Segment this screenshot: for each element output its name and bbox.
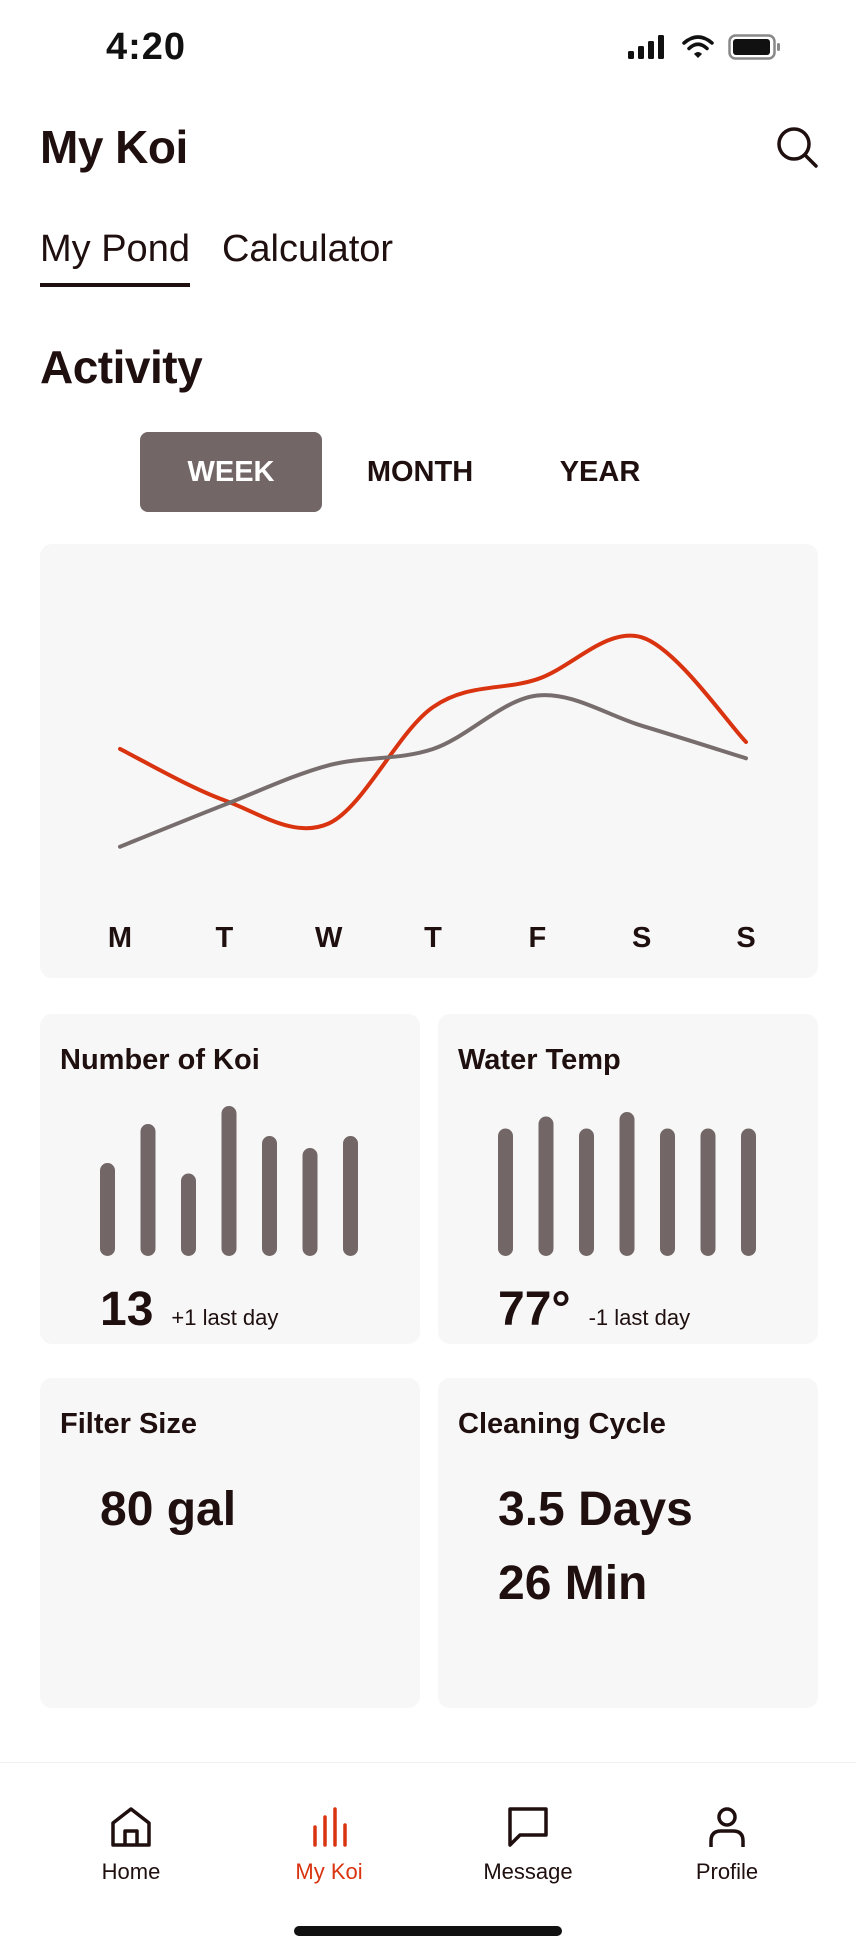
bar <box>140 1124 156 1256</box>
battery-icon <box>728 34 780 60</box>
nav-message[interactable]: Message <box>458 1803 598 1885</box>
nav-profile-label: Profile <box>695 1859 759 1884</box>
status-bar: 4:20 <box>0 0 856 100</box>
cleaning-cycle-days: 3.5 Days <box>498 1483 693 1536</box>
koi-count-value-row: 13 +1 last day <box>100 1282 278 1337</box>
search-icon <box>777 127 818 168</box>
tab-bar: My Pond Calculator <box>40 228 393 287</box>
nav-my-koi-label: My Koi <box>295 1859 363 1884</box>
home-indicator <box>294 1926 562 1936</box>
wifi-icon <box>682 35 714 58</box>
bar <box>498 1128 513 1256</box>
filter-size-card[interactable]: Filter Size 80 gal <box>40 1378 420 1708</box>
bar <box>660 1128 675 1256</box>
series-line-1 <box>118 633 748 831</box>
search-button[interactable] <box>774 124 820 170</box>
bar <box>700 1128 716 1256</box>
bar <box>579 1128 594 1256</box>
water-temp-card[interactable]: Water Temp 77° -1 last day <box>438 1014 818 1344</box>
bar <box>619 1112 635 1256</box>
x-tick-label: M <box>107 922 133 954</box>
bar <box>741 1128 756 1256</box>
nav-my-koi[interactable]: My Koi <box>259 1803 399 1885</box>
activity-line-chart <box>118 633 748 849</box>
home-icon <box>111 1807 151 1847</box>
koi-count-delta: +1 last day <box>171 1305 279 1330</box>
cleaning-cycle-minutes: 26 Min <box>498 1557 648 1610</box>
koi-count-bars <box>100 1106 358 1256</box>
koi-count-title: Number of Koi <box>60 1044 260 1076</box>
header: My Koi <box>40 120 820 180</box>
nav-message-label: Message <box>483 1859 573 1884</box>
filter-size-title: Filter Size <box>60 1408 197 1440</box>
water-temp-delta: -1 last day <box>588 1305 691 1330</box>
signal-icon <box>628 35 664 59</box>
tab-calculator[interactable]: Calculator <box>221 228 394 270</box>
range-month-button[interactable]: MONTH <box>366 455 474 488</box>
bar <box>262 1136 277 1256</box>
x-tick-label: W <box>314 922 343 954</box>
nav-home-label: Home <box>101 1859 161 1884</box>
range-selector: WEEK MONTH YEAR <box>140 432 700 512</box>
bar <box>343 1136 358 1256</box>
range-week-button[interactable]: WEEK <box>140 432 322 512</box>
x-tick-label: T <box>215 922 234 954</box>
cleaning-cycle-card[interactable]: Cleaning Cycle 3.5 Days 26 Min <box>438 1378 818 1708</box>
water-temp-value-row: 77° -1 last day <box>498 1282 690 1337</box>
x-tick-label: T <box>424 922 442 954</box>
series-line-2 <box>118 693 748 849</box>
bar <box>221 1106 237 1256</box>
profile-icon <box>709 1807 745 1847</box>
bar-chart-icon <box>313 1807 347 1847</box>
nav-profile[interactable]: Profile <box>657 1803 797 1885</box>
cleaning-cycle-title: Cleaning Cycle <box>458 1408 666 1440</box>
page-title: My Koi <box>40 121 188 173</box>
status-time: 4:20 <box>106 26 187 68</box>
x-tick-label: S <box>736 922 756 954</box>
filter-size-value: 80 gal <box>100 1483 237 1536</box>
water-temp-bars <box>498 1112 756 1256</box>
water-temp-value: 77° <box>498 1283 571 1336</box>
koi-count-value: 13 <box>100 1283 154 1336</box>
bar <box>100 1163 115 1256</box>
message-icon <box>508 1807 548 1847</box>
status-icons <box>628 34 782 60</box>
range-year-button[interactable]: YEAR <box>559 455 641 488</box>
x-tick-label: F <box>528 922 547 954</box>
activity-title: Activity <box>40 341 203 393</box>
bar <box>181 1173 196 1256</box>
water-temp-title: Water Temp <box>458 1044 621 1076</box>
x-tick-label: S <box>631 922 652 954</box>
koi-count-card[interactable]: Number of Koi 13 +1 last day <box>40 1014 420 1344</box>
bottom-nav: Home My Koi Message Profile <box>0 1762 856 1950</box>
bar <box>538 1116 554 1256</box>
nav-home[interactable]: Home <box>61 1803 201 1885</box>
bar <box>302 1148 318 1256</box>
tab-my-pond[interactable]: My Pond <box>40 228 190 287</box>
